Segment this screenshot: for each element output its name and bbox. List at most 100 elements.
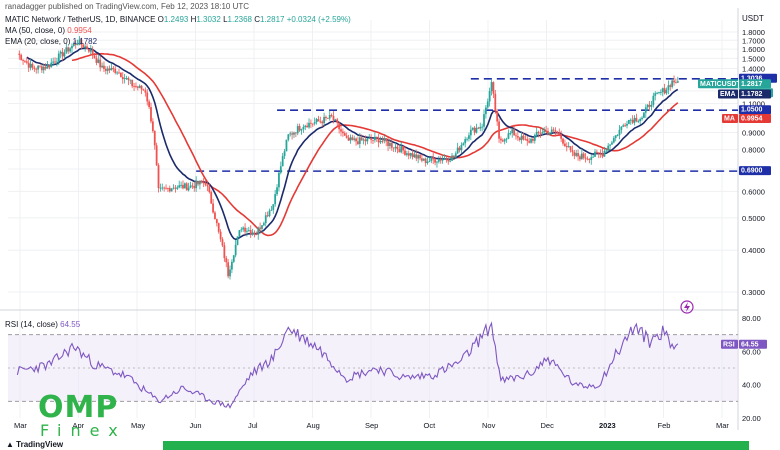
candle-body — [569, 146, 572, 151]
candle-body — [257, 227, 260, 235]
price-axis: 1.80001.70001.60001.50001.40001.20001.10… — [742, 28, 765, 423]
candle — [99, 55, 102, 72]
candle — [390, 139, 393, 151]
candle — [402, 145, 405, 154]
price-tick-label: 0.6000 — [742, 187, 765, 196]
candle-body — [127, 78, 130, 81]
candle-body — [219, 231, 222, 240]
candle — [210, 190, 213, 204]
candle-body — [249, 230, 252, 234]
lightning-icon[interactable] — [680, 300, 694, 314]
candle-body — [142, 89, 145, 91]
candle-body — [121, 76, 124, 80]
ma-legend[interactable]: MA (50, close, 0) 0.9954 — [5, 26, 92, 35]
candle-body — [445, 158, 448, 160]
candle — [550, 126, 553, 135]
candle — [63, 49, 66, 59]
candle-body — [57, 53, 60, 62]
candle-body — [532, 138, 534, 141]
month-tick-label: Dec — [541, 421, 555, 430]
rsi-value-badge-text: 64.55 — [741, 341, 759, 348]
candle — [373, 132, 376, 143]
candle-body — [417, 155, 420, 159]
price-tick-label: 0.3000 — [742, 288, 765, 297]
candle-body — [477, 127, 480, 129]
candle-body — [72, 43, 75, 46]
candle — [281, 153, 284, 167]
candle-body — [308, 122, 310, 128]
candle-body — [541, 132, 544, 134]
candle-body — [144, 90, 147, 93]
candle-body — [317, 119, 320, 122]
candle — [652, 92, 655, 108]
candle — [146, 89, 149, 106]
candle-body — [104, 68, 107, 71]
candle-body — [91, 49, 94, 56]
candle-body — [261, 225, 263, 229]
candle-body — [157, 165, 160, 189]
support-resistance-levels — [196, 77, 738, 172]
candle-body — [385, 138, 388, 142]
candle-body — [187, 187, 190, 191]
candle-body — [65, 47, 68, 53]
candle-body — [580, 153, 583, 160]
candle — [223, 242, 226, 262]
candle — [89, 44, 92, 55]
ma-value: 0.9954 — [67, 26, 92, 35]
ema-tag-badge-bg — [718, 89, 738, 99]
candle — [86, 43, 88, 50]
candle — [27, 59, 30, 73]
candle-body — [330, 114, 333, 116]
candle — [650, 100, 653, 111]
time-axis: Mar Apr May Jun Jul Aug Sep Oct Nov Dec 2023 Feb Mar — [14, 421, 729, 430]
candle-body — [291, 133, 293, 135]
candle — [310, 119, 312, 129]
candle — [464, 136, 467, 148]
candle — [46, 60, 49, 69]
candle-body — [279, 166, 282, 173]
candle — [50, 58, 53, 68]
ema-legend[interactable]: EMA (20, close, 0) 1.1782 — [5, 37, 98, 46]
symbol-title[interactable]: MATIC Network / TetherUS, 1D, BINANCE — [5, 15, 156, 24]
candle — [484, 104, 487, 119]
candle — [76, 39, 79, 46]
candle-body — [183, 183, 186, 189]
candle-body — [285, 139, 288, 152]
candle — [451, 152, 453, 162]
rsi-legend[interactable]: RSI (14, close) 64.55 — [5, 320, 81, 329]
candle-body — [629, 119, 632, 121]
candle-body — [464, 139, 467, 144]
candle — [644, 104, 647, 118]
candle — [103, 61, 105, 73]
change-value: +0.0324 (+2.59%) — [286, 15, 351, 24]
candle — [244, 223, 246, 235]
candle — [182, 180, 184, 190]
candle — [95, 55, 98, 66]
candle — [251, 228, 254, 236]
candle — [44, 63, 47, 71]
candle — [311, 123, 314, 127]
tradingview-logo[interactable]: ▲ TradingView — [6, 440, 64, 449]
candle-body — [458, 147, 461, 151]
candle — [415, 149, 418, 162]
candle-body — [586, 158, 589, 160]
candle — [338, 121, 341, 134]
candle-body — [56, 61, 58, 63]
candle — [580, 148, 583, 160]
candle — [592, 154, 595, 158]
candle — [136, 85, 139, 91]
rsi-value-badge: 64.55 — [739, 339, 767, 349]
green-banner-strip — [163, 441, 749, 450]
candle — [413, 150, 416, 158]
candle-body — [311, 123, 314, 125]
candle-body — [89, 49, 92, 52]
candle — [675, 78, 677, 84]
candle-body — [373, 136, 376, 141]
level-mid-badge-text: 1.0500 — [741, 107, 763, 114]
candle — [434, 157, 436, 166]
candle — [471, 127, 474, 131]
candle — [200, 179, 203, 184]
candle-body — [240, 229, 243, 231]
candle — [274, 189, 277, 207]
